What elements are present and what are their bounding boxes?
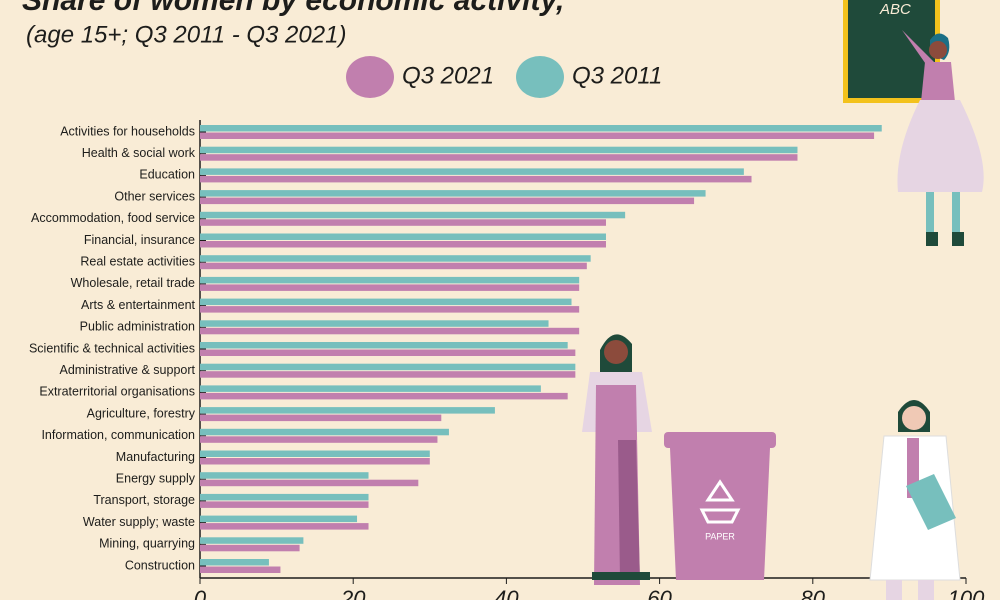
category-label: Financial, insurance xyxy=(84,233,195,247)
bar xyxy=(200,472,369,479)
legend-swatch xyxy=(516,56,564,98)
bar xyxy=(200,306,580,313)
category-label: Public administration xyxy=(80,320,195,334)
bar xyxy=(200,154,798,161)
bar xyxy=(200,436,438,443)
bar xyxy=(200,363,576,371)
chart-title: Share of women by economic activity, xyxy=(22,0,564,17)
bar xyxy=(200,298,572,306)
category-label: Scientific & technical activities xyxy=(29,341,195,355)
bar xyxy=(200,566,281,573)
category-label: Wholesale, retail trade xyxy=(71,276,195,290)
bar xyxy=(200,146,798,154)
bar xyxy=(200,327,580,335)
category-label: Real estate activities xyxy=(80,254,195,268)
bar xyxy=(200,501,369,508)
bar xyxy=(200,262,587,270)
bar xyxy=(200,219,606,226)
bar xyxy=(200,479,419,487)
x-tick-label: 40 xyxy=(494,586,519,600)
category-label: Mining, quarrying xyxy=(99,537,195,551)
worker-illustration: PAPER xyxy=(582,334,776,585)
bar xyxy=(200,190,706,197)
bar xyxy=(200,342,568,349)
category-label: Manufacturing xyxy=(116,450,195,464)
x-tick-label: 0 xyxy=(194,586,207,600)
bar xyxy=(200,371,576,378)
bar xyxy=(200,276,580,284)
bar xyxy=(200,428,449,436)
category-label: Energy supply xyxy=(116,471,196,485)
bar xyxy=(200,392,568,400)
bar xyxy=(200,458,430,465)
x-tick-label: 100 xyxy=(948,586,985,600)
x-tick-label: 60 xyxy=(647,586,672,600)
legend-label: Q3 2021 xyxy=(402,62,494,89)
blackboard-text: ABC xyxy=(879,1,911,18)
category-label: Other services xyxy=(114,189,195,203)
bar xyxy=(200,559,269,566)
category-label: Extraterritorial organisations xyxy=(39,385,195,399)
bar xyxy=(200,515,358,523)
bar xyxy=(200,544,300,552)
bar xyxy=(200,125,882,132)
category-label: Construction xyxy=(125,558,195,572)
bin-label: PAPER xyxy=(705,531,735,541)
bar xyxy=(200,450,430,457)
bar xyxy=(200,284,580,291)
category-label: Administrative & support xyxy=(60,363,196,377)
bar xyxy=(200,255,591,262)
bar xyxy=(200,407,495,414)
category-label: Information, communication xyxy=(41,428,195,442)
legend-label: Q3 2011 xyxy=(572,62,662,89)
x-tick-label: 80 xyxy=(801,586,826,600)
teacher-illustration: ABC xyxy=(843,0,984,246)
bar xyxy=(200,168,744,175)
category-label: Agriculture, forestry xyxy=(87,406,196,420)
legend-swatch xyxy=(346,56,394,98)
category-label: Arts & entertainment xyxy=(81,298,195,312)
bar xyxy=(200,414,442,422)
bar xyxy=(200,175,752,183)
chart-subtitle: (age 15+; Q3 2011 - Q3 2021) xyxy=(26,21,346,48)
bar xyxy=(200,349,576,356)
bar xyxy=(200,385,541,392)
x-tick-label: 20 xyxy=(340,586,366,600)
bar xyxy=(200,537,304,544)
doctor-illustration xyxy=(869,400,961,600)
bar xyxy=(200,320,549,327)
bar xyxy=(200,132,875,139)
bar xyxy=(200,233,606,240)
category-label: Activities for households xyxy=(60,124,195,138)
category-label: Water supply; waste xyxy=(83,515,195,529)
bar xyxy=(200,211,626,219)
bar xyxy=(200,493,369,501)
bar xyxy=(200,523,369,530)
bar xyxy=(200,197,695,205)
bar xyxy=(200,241,606,248)
category-label: Health & social work xyxy=(82,146,196,160)
category-label: Accommodation, food service xyxy=(31,211,195,225)
category-label: Education xyxy=(139,168,195,182)
category-label: Transport, storage xyxy=(93,493,195,507)
